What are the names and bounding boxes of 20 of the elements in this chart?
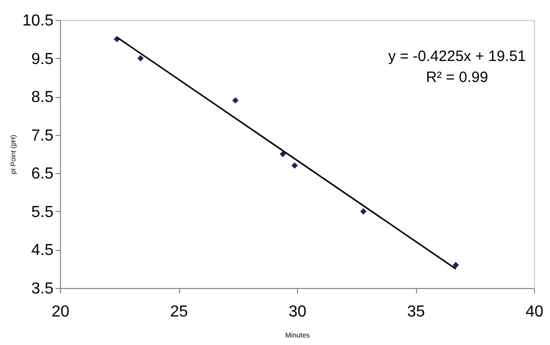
x-tick-label: 25 [170, 304, 188, 320]
point [232, 97, 239, 104]
y-tick-label: 6.5 [31, 166, 54, 183]
y-tick-label: 10.5 [22, 12, 54, 30]
point [360, 208, 367, 215]
annotation: R² = 0.99 [426, 69, 488, 86]
y-tick-label: 9.5 [31, 50, 54, 68]
y-tick-label: 3.5 [31, 280, 54, 298]
y-tick-label: 8.5 [31, 89, 54, 106]
y-tick-label: 7.5 [31, 127, 54, 144]
x-tick-label: 40 [526, 304, 544, 320]
x-tick-label: 35 [407, 304, 425, 320]
y-tick-label: 5.5 [31, 204, 54, 221]
y-tick-label: 4.5 [31, 242, 54, 260]
x-tick-label: 30 [288, 304, 306, 320]
point [137, 55, 144, 62]
x-tick-label: 20 [52, 304, 70, 320]
annotation: y = -0.4225x + 19.51 [388, 48, 526, 65]
point [452, 262, 459, 268]
point [291, 162, 298, 169]
